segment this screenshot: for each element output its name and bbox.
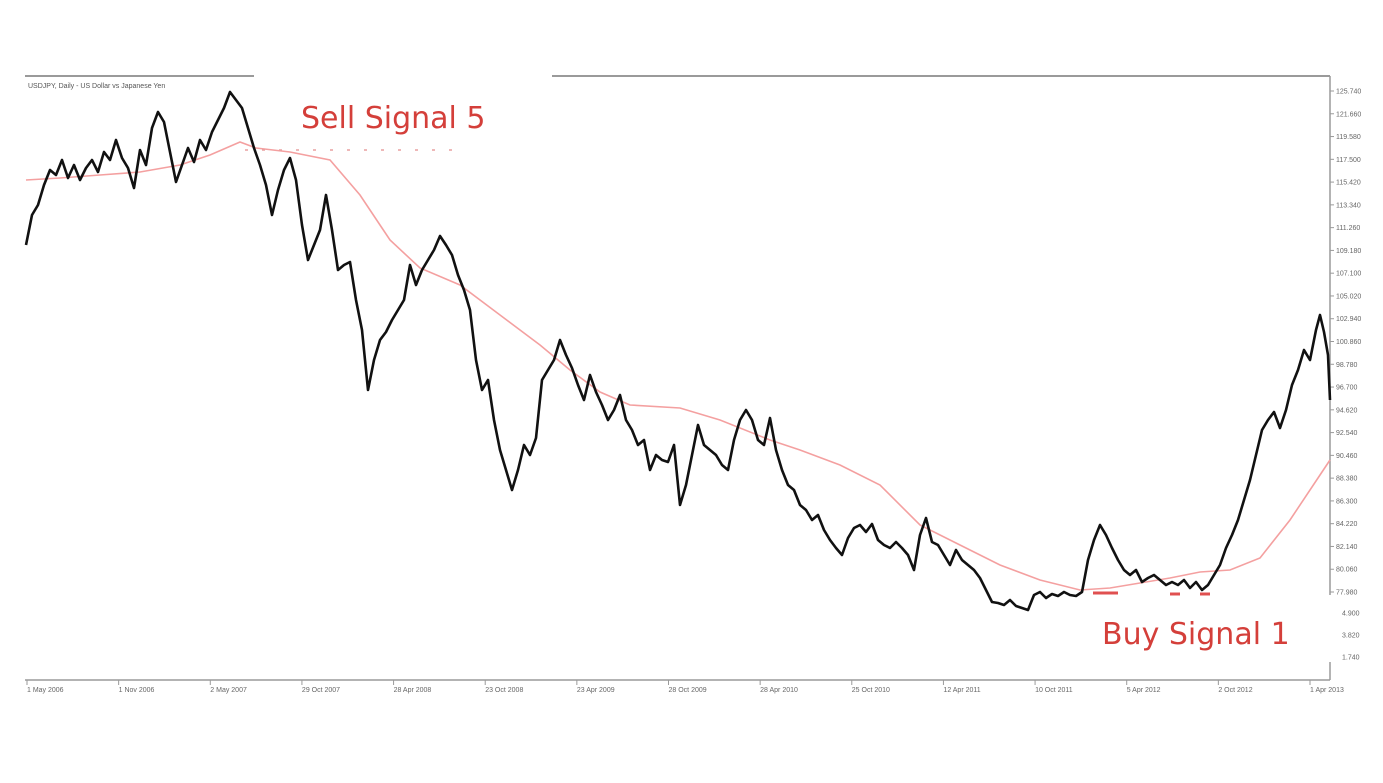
y-tick-label: 117.500 <box>1336 157 1361 164</box>
y-tick-label: 113.340 <box>1336 202 1361 209</box>
price-line <box>24 90 1332 612</box>
y-tick-label: 105.020 <box>1336 293 1361 300</box>
x-axis-ticks: 1 May 2006 1 Nov 2006 2 May 2007 29 Oct 200… <box>26 680 1344 694</box>
x-tick-label: 28 Apr 2010 <box>760 687 798 694</box>
x-tick-label: 10 Oct 2011 <box>1035 687 1073 694</box>
sell-signal-label: Sell Signal 5 <box>287 96 500 141</box>
y-tick-label: 82.140 <box>1336 544 1358 551</box>
y-tick-label: 100.860 <box>1336 339 1361 346</box>
y-tick-label: 88.380 <box>1336 476 1358 483</box>
y-tick-label: 107.100 <box>1336 271 1361 278</box>
y-tick-label: 80.060 <box>1336 567 1358 574</box>
y-tick-label: 119.580 <box>1336 134 1361 141</box>
y-tick-label: 3.820 <box>1342 633 1360 640</box>
moving-average-line <box>25 141 1331 591</box>
y-tick-label: 115.420 <box>1336 180 1361 187</box>
y-tick-label: 98.780 <box>1336 362 1358 369</box>
y-tick-label: 109.180 <box>1336 248 1361 255</box>
y-tick-label: 121.660 <box>1336 111 1361 118</box>
y-tick-label: 111.260 <box>1336 225 1360 232</box>
x-tick-label: 5 Apr 2012 <box>1127 687 1161 694</box>
x-tick-label: 1 Apr 2013 <box>1310 687 1344 694</box>
x-tick-label: 23 Oct 2008 <box>485 687 523 694</box>
y-tick-label: 4.900 <box>1342 611 1360 618</box>
x-tick-label: 2 Oct 2012 <box>1218 687 1252 694</box>
y-tick-label: 90.460 <box>1336 453 1358 460</box>
y-tick-label: 1.740 <box>1342 655 1360 662</box>
y-tick-label: 94.620 <box>1336 407 1358 414</box>
x-tick-label: 2 May 2007 <box>210 687 247 694</box>
chart-title: USDJPY, Daily - US Dollar vs Japanese Ye… <box>28 83 165 90</box>
y-tick-label: 96.700 <box>1336 385 1358 392</box>
x-tick-label: 12 Apr 2011 <box>943 687 980 694</box>
y-tick-label: 102.940 <box>1336 316 1361 323</box>
x-tick-label: 1 Nov 2006 <box>119 687 155 694</box>
x-tick-label: 28 Oct 2009 <box>669 687 707 694</box>
x-tick-label: 25 Oct 2010 <box>852 687 890 694</box>
x-tick-label: 1 May 2006 <box>27 687 64 694</box>
y-tick-label: 86.300 <box>1336 498 1358 505</box>
y-tick-label: 125.740 <box>1336 89 1361 96</box>
x-tick-label: 29 Oct 2007 <box>302 687 340 694</box>
y-tick-label: 77.980 <box>1336 590 1358 597</box>
y-tick-label: 84.220 <box>1336 521 1358 528</box>
x-tick-label: 23 Apr 2009 <box>577 687 615 694</box>
x-tick-label: 28 Apr 2008 <box>394 687 432 694</box>
buy-signal-dashed-line <box>1093 591 1210 596</box>
buy-signal-label: Buy Signal 1 <box>1088 612 1304 657</box>
y-axis-ticks: 125.740 121.660 119.580 117.500 115.420 113.3… <box>1330 89 1361 662</box>
y-tick-label: 92.540 <box>1336 430 1358 437</box>
